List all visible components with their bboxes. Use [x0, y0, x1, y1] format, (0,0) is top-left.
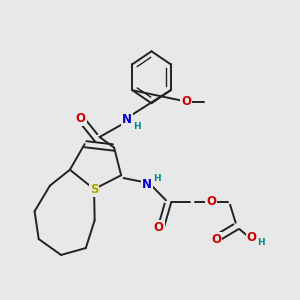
Text: H: H — [153, 174, 160, 183]
Text: S: S — [90, 183, 98, 196]
Text: N: N — [122, 113, 132, 126]
Text: N: N — [142, 178, 152, 191]
Text: O: O — [247, 231, 256, 244]
Text: O: O — [76, 112, 86, 125]
Text: H: H — [133, 122, 140, 130]
Text: O: O — [154, 221, 164, 234]
Text: O: O — [206, 196, 216, 208]
Text: H: H — [257, 238, 265, 247]
Text: O: O — [211, 233, 221, 246]
Text: O: O — [181, 95, 191, 108]
